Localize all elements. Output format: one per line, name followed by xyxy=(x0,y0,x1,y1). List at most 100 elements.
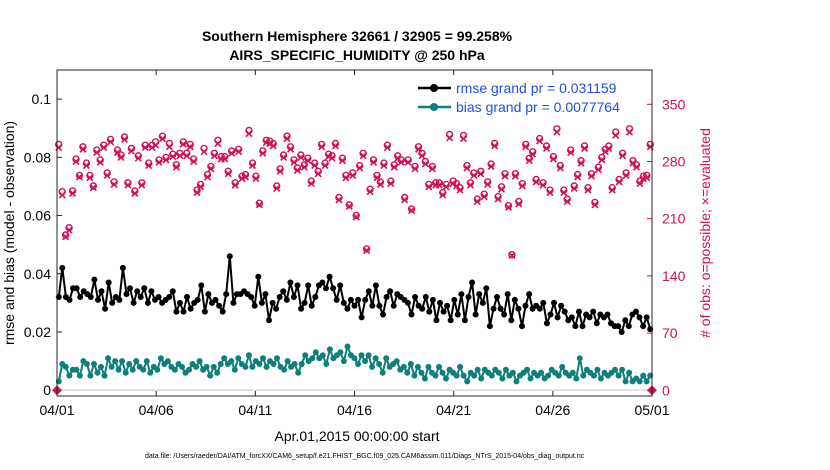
obs-evaluated-point xyxy=(207,165,215,173)
obs-evaluated-point xyxy=(179,140,187,148)
rmse-point xyxy=(137,294,144,300)
bias-point xyxy=(295,369,302,376)
obs-evaluated-point xyxy=(463,164,471,172)
bias-point xyxy=(439,369,446,376)
bias-point xyxy=(133,358,140,365)
obs-evaluated-point xyxy=(439,191,447,199)
obs-evaluated-point xyxy=(605,144,613,153)
obs-evaluated-point xyxy=(103,171,111,179)
rmse-point xyxy=(305,282,312,289)
bias-point xyxy=(179,363,185,370)
rmse-point xyxy=(547,311,554,318)
bias-point xyxy=(284,358,291,365)
rmse-point xyxy=(187,305,194,312)
obs-evaluated-point xyxy=(345,202,353,211)
obs-evaluated-point xyxy=(598,156,606,164)
x-tick-label: 04/21 xyxy=(436,402,471,418)
obs-evaluated-point xyxy=(221,155,229,163)
obs-evaluated-point xyxy=(183,152,191,160)
obs-evaluated-point xyxy=(594,166,602,174)
rmse-point xyxy=(554,314,561,321)
obs-evaluated-point xyxy=(235,148,243,156)
bias-point xyxy=(344,343,351,350)
obs-evaluated-point xyxy=(335,196,343,204)
rmse-point xyxy=(483,285,490,292)
obs-evaluated-point xyxy=(643,174,651,182)
obs-evaluated-point xyxy=(200,148,208,156)
left-y-tick-label: 0.02 xyxy=(24,324,51,340)
bias-point xyxy=(196,358,203,365)
rmse-point xyxy=(91,276,98,283)
obs-evaluated-point xyxy=(584,186,592,194)
rmse-point xyxy=(294,282,301,289)
obs-evaluated-point xyxy=(359,152,367,160)
bias-point xyxy=(400,363,407,370)
obs-evaluated-point xyxy=(525,157,533,165)
obs-evaluated-point xyxy=(501,172,509,180)
rmse-point xyxy=(543,320,550,327)
legend-rmse-marker xyxy=(430,84,438,92)
rmse-point xyxy=(469,279,476,286)
obs-evaluated-point xyxy=(435,181,443,189)
right-y-tick-label: 140 xyxy=(662,268,686,284)
bias-point xyxy=(407,361,414,367)
rmse-point xyxy=(447,317,454,324)
bias-point xyxy=(291,361,298,367)
bias-point xyxy=(126,361,133,367)
right-y-tick-label: 0 xyxy=(662,382,670,398)
obs-evaluated-point xyxy=(425,183,433,191)
bias-point xyxy=(340,358,347,365)
obs-evaluated-point xyxy=(169,153,177,161)
left-y-tick-label: 0.08 xyxy=(24,149,51,165)
rmse-point xyxy=(622,317,629,324)
bias-point xyxy=(326,346,333,353)
bias-point xyxy=(643,378,650,385)
bias-point xyxy=(312,349,319,356)
bias-point xyxy=(464,378,471,385)
bias-point xyxy=(337,349,344,356)
obs-evaluated-point xyxy=(165,143,173,151)
rmse-point xyxy=(66,296,73,303)
obs-evaluated-point xyxy=(376,180,385,188)
rmse-point xyxy=(490,305,497,312)
right-y-axis-label: # of obs: o=possible; ×=evaluated xyxy=(697,128,713,338)
rmse-point xyxy=(426,308,433,315)
obs-evaluated-point xyxy=(466,181,474,189)
rmse-point xyxy=(119,264,126,271)
bias-point xyxy=(499,375,506,382)
rmse-point xyxy=(330,285,337,292)
bias-point xyxy=(379,369,386,376)
bias-point xyxy=(421,375,428,382)
obs-evaluated-point xyxy=(318,143,326,151)
rmse-point xyxy=(497,305,504,312)
rmse-point xyxy=(141,285,148,292)
rmse-point xyxy=(472,311,479,318)
x-axis: 04/01 04/06 04/11 04/16 04/21 04/26 05/01 xyxy=(39,70,670,418)
rmse-point xyxy=(116,296,123,303)
obs-evaluated-point xyxy=(580,144,589,153)
rmse-point xyxy=(615,323,622,330)
obs-possible-point xyxy=(407,205,416,213)
x-tick-label: 04/16 xyxy=(337,402,372,418)
obs-evaluated-point xyxy=(532,178,540,186)
plot-area xyxy=(57,70,652,396)
bias-point xyxy=(509,369,516,376)
obs-evaluated-point xyxy=(349,171,357,179)
rmse-point xyxy=(276,294,283,300)
obs-evaluated-point xyxy=(231,181,239,189)
bias-point xyxy=(488,372,495,379)
right-y-tick-label: 280 xyxy=(662,154,686,170)
rmse-point xyxy=(105,279,112,286)
rmse-point xyxy=(258,299,265,306)
rmse-point xyxy=(444,302,451,309)
obs-evaluated-point xyxy=(210,152,218,160)
rmse-point xyxy=(173,308,180,315)
chart-subtitle: AIRS_SPECIFIC_HUMIDITY @ 250 hPa xyxy=(229,47,485,63)
obs-evaluated-point xyxy=(529,150,537,158)
obs-evaluated-point xyxy=(203,173,212,181)
rmse-point xyxy=(194,296,201,303)
obs-evaluated-point xyxy=(615,178,623,186)
obs-evaluated-point xyxy=(228,149,236,157)
bias-point xyxy=(147,369,154,376)
obs-evaluated-point xyxy=(553,128,561,136)
